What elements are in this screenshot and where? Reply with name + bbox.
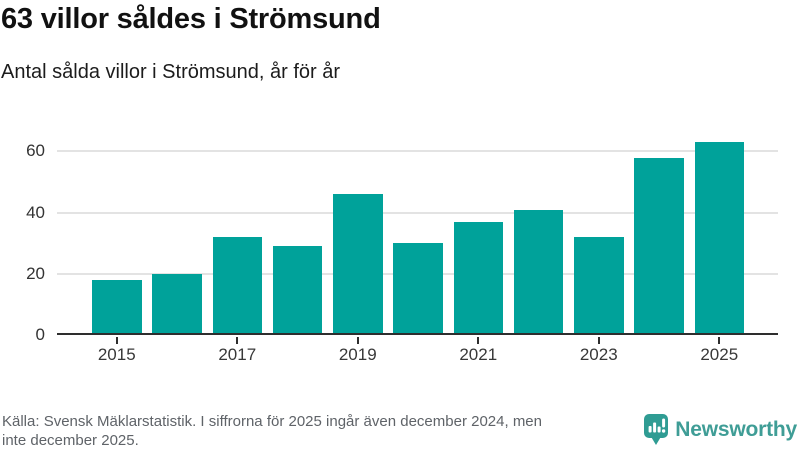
x-axis-label-2021: 2021 [459, 345, 498, 364]
x-axis-label-2019: 2019 [338, 345, 377, 364]
x-axis-line [57, 333, 778, 335]
bar-2017 [212, 237, 262, 335]
gridline-y-40 [57, 211, 778, 214]
x-axis-label-2017: 2017 [218, 345, 257, 364]
bar-2019 [333, 194, 383, 335]
bar-2020 [393, 243, 443, 335]
y-axis-label-60: 60 [26, 141, 45, 161]
page-subtitle: Antal sålda villor i Strömsund, år för å… [1, 61, 341, 83]
x-tick-2021 [477, 337, 480, 344]
x-tick-2015 [115, 337, 118, 344]
newsworthy-logo[interactable]: Newsworthy [644, 414, 797, 445]
x-axis-label-2023: 2023 [579, 345, 618, 364]
footer-source-line2: inte december 2025. [2, 432, 139, 449]
y-axis-label-0: 0 [35, 325, 45, 344]
gridline-y-60 [57, 150, 778, 153]
x-tick-2019 [356, 337, 359, 344]
bar-2022 [513, 209, 564, 335]
bar-2025 [694, 142, 744, 335]
speech-bubble-chart-icon [644, 414, 669, 445]
bar-2023 [574, 237, 624, 335]
x-axis-label-2025: 2025 [700, 345, 739, 364]
y-axis-label-40: 40 [26, 202, 45, 222]
footer-source: Källa: Svensk Mäklarstatistik. I siffror… [2, 412, 542, 450]
bar-2024 [634, 157, 684, 335]
bar-2016 [152, 273, 202, 335]
x-tick-2017 [236, 337, 239, 344]
y-axis-label-20: 20 [26, 263, 45, 283]
bar-2018 [272, 246, 323, 335]
bar-2021 [453, 221, 503, 335]
x-tick-2023 [597, 337, 600, 344]
x-tick-2025 [718, 337, 721, 344]
x-axis-label-2015: 2015 [97, 345, 136, 364]
bar-2015 [92, 279, 142, 335]
bar-chart-plot-area [57, 133, 778, 335]
page-title: 63 villor såldes i Strömsund [1, 3, 381, 35]
newsworthy-wordmark: Newsworthy [675, 417, 797, 441]
footer-source-line1: Källa: Svensk Mäklarstatistik. I siffror… [2, 413, 542, 430]
